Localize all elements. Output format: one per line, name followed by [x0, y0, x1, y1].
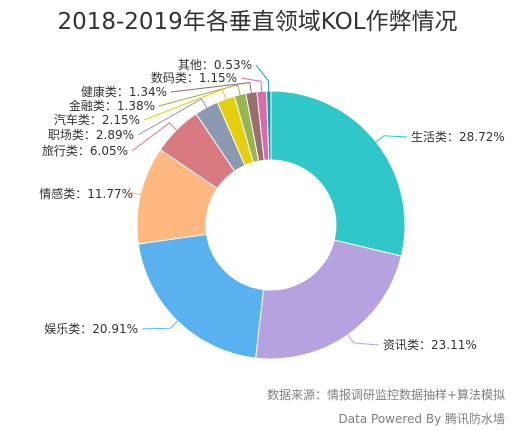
leader-line-8	[158, 84, 241, 107]
slice-label-9: 健康类：1.34%	[81, 84, 167, 99]
leader-line-1	[374, 135, 408, 144]
data-credit: Data Powered By 腾讯防水墙	[338, 412, 505, 426]
slice-label-2: 资讯类：23.11%	[383, 338, 477, 352]
slice-label-group: 生活类：28.72% 资讯类：23.11% 娱乐类：20.91% 情感类：11.77%…	[39, 58, 505, 352]
leader-line-group	[130, 64, 408, 346]
slice-label-5: 旅行类：6.05%	[42, 144, 128, 158]
data-source-note: 数据来源：情报调研监控数据抽样+算法模拟	[266, 388, 505, 402]
donut-slice-1	[270, 90, 406, 257]
donut-slice-11	[266, 90, 272, 161]
leader-line-11	[255, 64, 270, 94]
leader-line-2	[346, 332, 380, 346]
slice-label-8: 金融类：1.38%	[69, 98, 155, 113]
slice-label-6: 职场类：2.89%	[48, 128, 134, 142]
donut-slice-3	[137, 233, 265, 359]
donut-slice-2	[255, 239, 402, 360]
slice-label-7: 汽车类：2.15%	[54, 112, 140, 127]
slice-label-1: 生活类：28.72%	[411, 130, 505, 144]
leader-line-9	[170, 82, 253, 95]
leader-line-5	[131, 122, 179, 152]
slice-label-3: 娱乐类：20.91%	[44, 322, 138, 336]
slice-label-4: 情感类：11.77%	[39, 186, 133, 201]
leader-line-10	[240, 77, 263, 94]
chart-title: 2018-2019年各垂直领域KOL作弊情况	[57, 9, 458, 35]
slice-label-11: 其他：0.53%	[178, 58, 252, 72]
leader-line-3	[141, 319, 180, 330]
leader-line-6	[137, 98, 208, 136]
leader-line-4	[130, 191, 143, 196]
slice-group	[136, 90, 406, 360]
slice-label-10: 数码类：1.15%	[151, 70, 237, 85]
